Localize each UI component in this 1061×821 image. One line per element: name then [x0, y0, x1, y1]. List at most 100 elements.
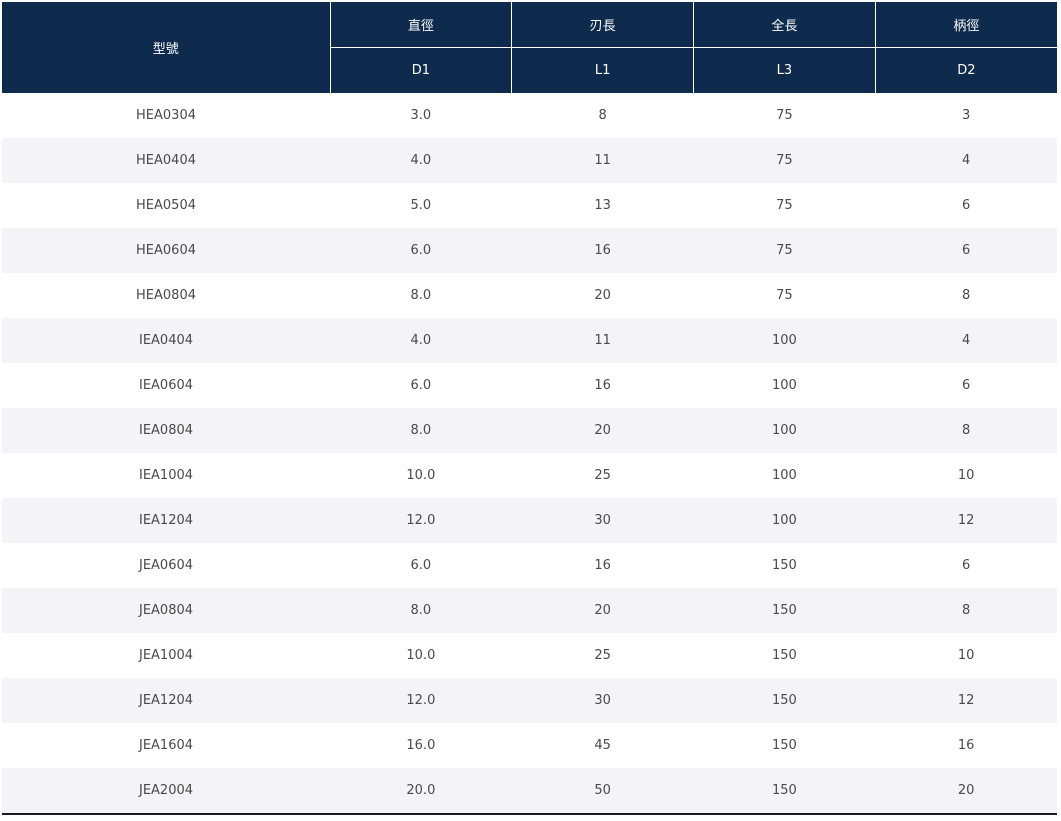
header-row-symbols: D1 L1 L3 D2 — [2, 47, 1057, 93]
overall-length-column-header: 全長 — [693, 2, 876, 48]
flute-length-l1-cell: 20 — [511, 408, 694, 453]
symbol-l1-header: L1 — [511, 47, 694, 93]
table-row: JEA1604 16.0 45 150 16 — [2, 723, 1057, 768]
table-row: HEA0804 8.0 20 75 8 — [2, 273, 1057, 318]
model-cell: HEA0804 — [2, 273, 330, 318]
table-header: 型號 直徑 刃長 全長 柄徑 D1 L1 L3 D2 — [2, 2, 1057, 93]
flute-length-l1-cell: 25 — [511, 453, 694, 498]
overall-length-l3-cell: 100 — [693, 363, 876, 408]
shank-diameter-d2-cell: 12 — [875, 498, 1057, 543]
table-row: HEA0504 5.0 13 75 6 — [2, 183, 1057, 228]
model-cell: HEA0304 — [2, 93, 330, 138]
shank-diameter-d2-cell: 10 — [875, 453, 1057, 498]
model-cell: HEA0604 — [2, 228, 330, 273]
header-row-names: 型號 直徑 刃長 全長 柄徑 — [2, 2, 1057, 93]
overall-length-l3-cell: 150 — [693, 723, 876, 768]
model-cell: JEA0804 — [2, 588, 330, 633]
model-cell: IEA1004 — [2, 453, 330, 498]
overall-length-l3-cell: 100 — [693, 408, 876, 453]
flute-length-l1-cell: 16 — [511, 363, 694, 408]
model-column-header: 型號 — [2, 2, 330, 93]
table-row: JEA0604 6.0 16 150 6 — [2, 543, 1057, 588]
diameter-column-header: 直徑 — [329, 2, 512, 48]
diameter-d1-cell: 12.0 — [330, 678, 512, 723]
overall-length-l3-cell: 150 — [693, 633, 876, 678]
overall-length-l3-cell: 100 — [693, 453, 876, 498]
model-cell: JEA1004 — [2, 633, 330, 678]
shank-diameter-d2-cell: 6 — [875, 543, 1057, 588]
model-cell: IEA1204 — [2, 498, 330, 543]
diameter-d1-cell: 8.0 — [330, 273, 512, 318]
flute-length-l1-cell: 45 — [511, 723, 694, 768]
model-cell: HEA0404 — [2, 138, 330, 183]
model-cell: JEA1204 — [2, 678, 330, 723]
model-cell: JEA2004 — [2, 768, 330, 814]
table-row: HEA0304 3.0 8 75 3 — [2, 93, 1057, 138]
shank-diameter-d2-cell: 6 — [875, 228, 1057, 273]
table-row: IEA0604 6.0 16 100 6 — [2, 363, 1057, 408]
diameter-d1-cell: 4.0 — [330, 138, 512, 183]
shank-diameter-d2-cell: 6 — [875, 183, 1057, 228]
shank-diameter-d2-cell: 8 — [875, 408, 1057, 453]
model-cell: JEA0604 — [2, 543, 330, 588]
symbol-d1-header: D1 — [329, 47, 512, 93]
overall-length-l3-cell: 150 — [693, 678, 876, 723]
model-cell: HEA0504 — [2, 183, 330, 228]
flute-length-l1-cell: 11 — [511, 318, 694, 363]
table-row: IEA0804 8.0 20 100 8 — [2, 408, 1057, 453]
overall-length-l3-cell: 100 — [693, 318, 876, 363]
flute-length-l1-cell: 25 — [511, 633, 694, 678]
table-row: IEA0404 4.0 11 100 4 — [2, 318, 1057, 363]
table-body: HEA0304 3.0 8 75 3 HEA0404 4.0 11 75 4 HEA0504 5.0 1… — [2, 93, 1057, 814]
shank-diameter-d2-cell: 10 — [875, 633, 1057, 678]
symbol-l3-header: L3 — [693, 47, 876, 93]
overall-length-l3-cell: 75 — [693, 183, 876, 228]
overall-length-l3-cell: 75 — [693, 273, 876, 318]
table-row: JEA2004 20.0 50 150 20 — [2, 768, 1057, 814]
model-cell: IEA0604 — [2, 363, 330, 408]
diameter-d1-cell: 8.0 — [330, 588, 512, 633]
shank-diameter-d2-cell: 16 — [875, 723, 1057, 768]
model-cell: IEA0404 — [2, 318, 330, 363]
overall-length-l3-cell: 100 — [693, 498, 876, 543]
shank-diameter-d2-cell: 4 — [875, 138, 1057, 183]
diameter-d1-cell: 10.0 — [330, 453, 512, 498]
table-row: JEA0804 8.0 20 150 8 — [2, 588, 1057, 633]
diameter-d1-cell: 5.0 — [330, 183, 512, 228]
flute-length-l1-cell: 16 — [511, 228, 694, 273]
diameter-d1-cell: 12.0 — [330, 498, 512, 543]
shank-diameter-d2-cell: 6 — [875, 363, 1057, 408]
overall-length-l3-cell: 150 — [693, 543, 876, 588]
shank-diameter-d2-cell: 12 — [875, 678, 1057, 723]
shank-diameter-column-header: 柄徑 — [874, 2, 1057, 48]
shank-diameter-d2-cell: 4 — [875, 318, 1057, 363]
flute-length-l1-cell: 20 — [511, 273, 694, 318]
flute-length-l1-cell: 50 — [511, 768, 694, 814]
diameter-d1-cell: 8.0 — [330, 408, 512, 453]
shank-diameter-d2-cell: 8 — [875, 588, 1057, 633]
diameter-d1-cell: 6.0 — [330, 363, 512, 408]
model-cell: JEA1604 — [2, 723, 330, 768]
overall-length-l3-cell: 150 — [693, 768, 876, 814]
overall-length-l3-cell: 75 — [693, 93, 876, 138]
overall-length-l3-cell: 75 — [693, 228, 876, 273]
table-row: IEA1004 10.0 25 100 10 — [2, 453, 1057, 498]
diameter-d1-cell: 20.0 — [330, 768, 512, 814]
flute-length-column-header: 刃長 — [511, 2, 694, 48]
flute-length-l1-cell: 13 — [511, 183, 694, 228]
diameter-d1-cell: 10.0 — [330, 633, 512, 678]
diameter-d1-cell: 4.0 — [330, 318, 512, 363]
shank-diameter-d2-cell: 3 — [875, 93, 1057, 138]
flute-length-l1-cell: 8 — [511, 93, 694, 138]
table-row: JEA1204 12.0 30 150 12 — [2, 678, 1057, 723]
overall-length-l3-cell: 150 — [693, 588, 876, 633]
flute-length-l1-cell: 11 — [511, 138, 694, 183]
diameter-d1-cell: 16.0 — [330, 723, 512, 768]
model-cell: IEA0804 — [2, 408, 330, 453]
diameter-d1-cell: 6.0 — [330, 543, 512, 588]
flute-length-l1-cell: 30 — [511, 498, 694, 543]
overall-length-l3-cell: 75 — [693, 138, 876, 183]
symbol-d2-header: D2 — [874, 47, 1057, 93]
table-row: IEA1204 12.0 30 100 12 — [2, 498, 1057, 543]
